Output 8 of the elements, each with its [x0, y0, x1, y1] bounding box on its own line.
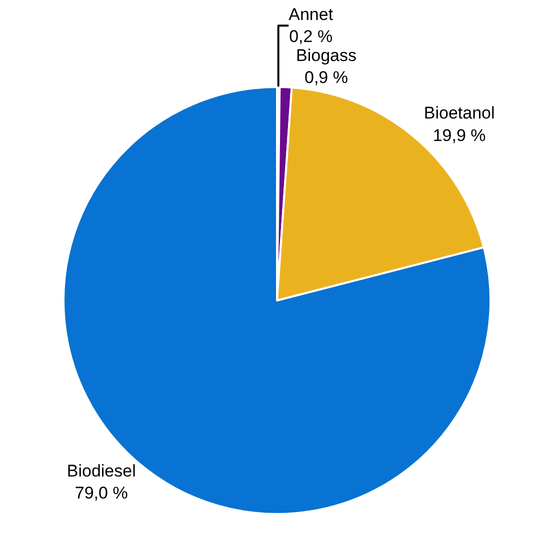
slice-label: Biodiesel	[66, 461, 136, 480]
data-label: 0,2 %	[289, 27, 333, 46]
slice-label: Biogass	[296, 46, 356, 66]
slice-label: Annet	[288, 5, 334, 24]
slice-label: Bioetanol	[424, 104, 495, 123]
data-label: 79,0 %	[74, 484, 128, 503]
data-label: 19,9 %	[432, 126, 486, 145]
data-label: 0,9 %	[304, 68, 348, 88]
